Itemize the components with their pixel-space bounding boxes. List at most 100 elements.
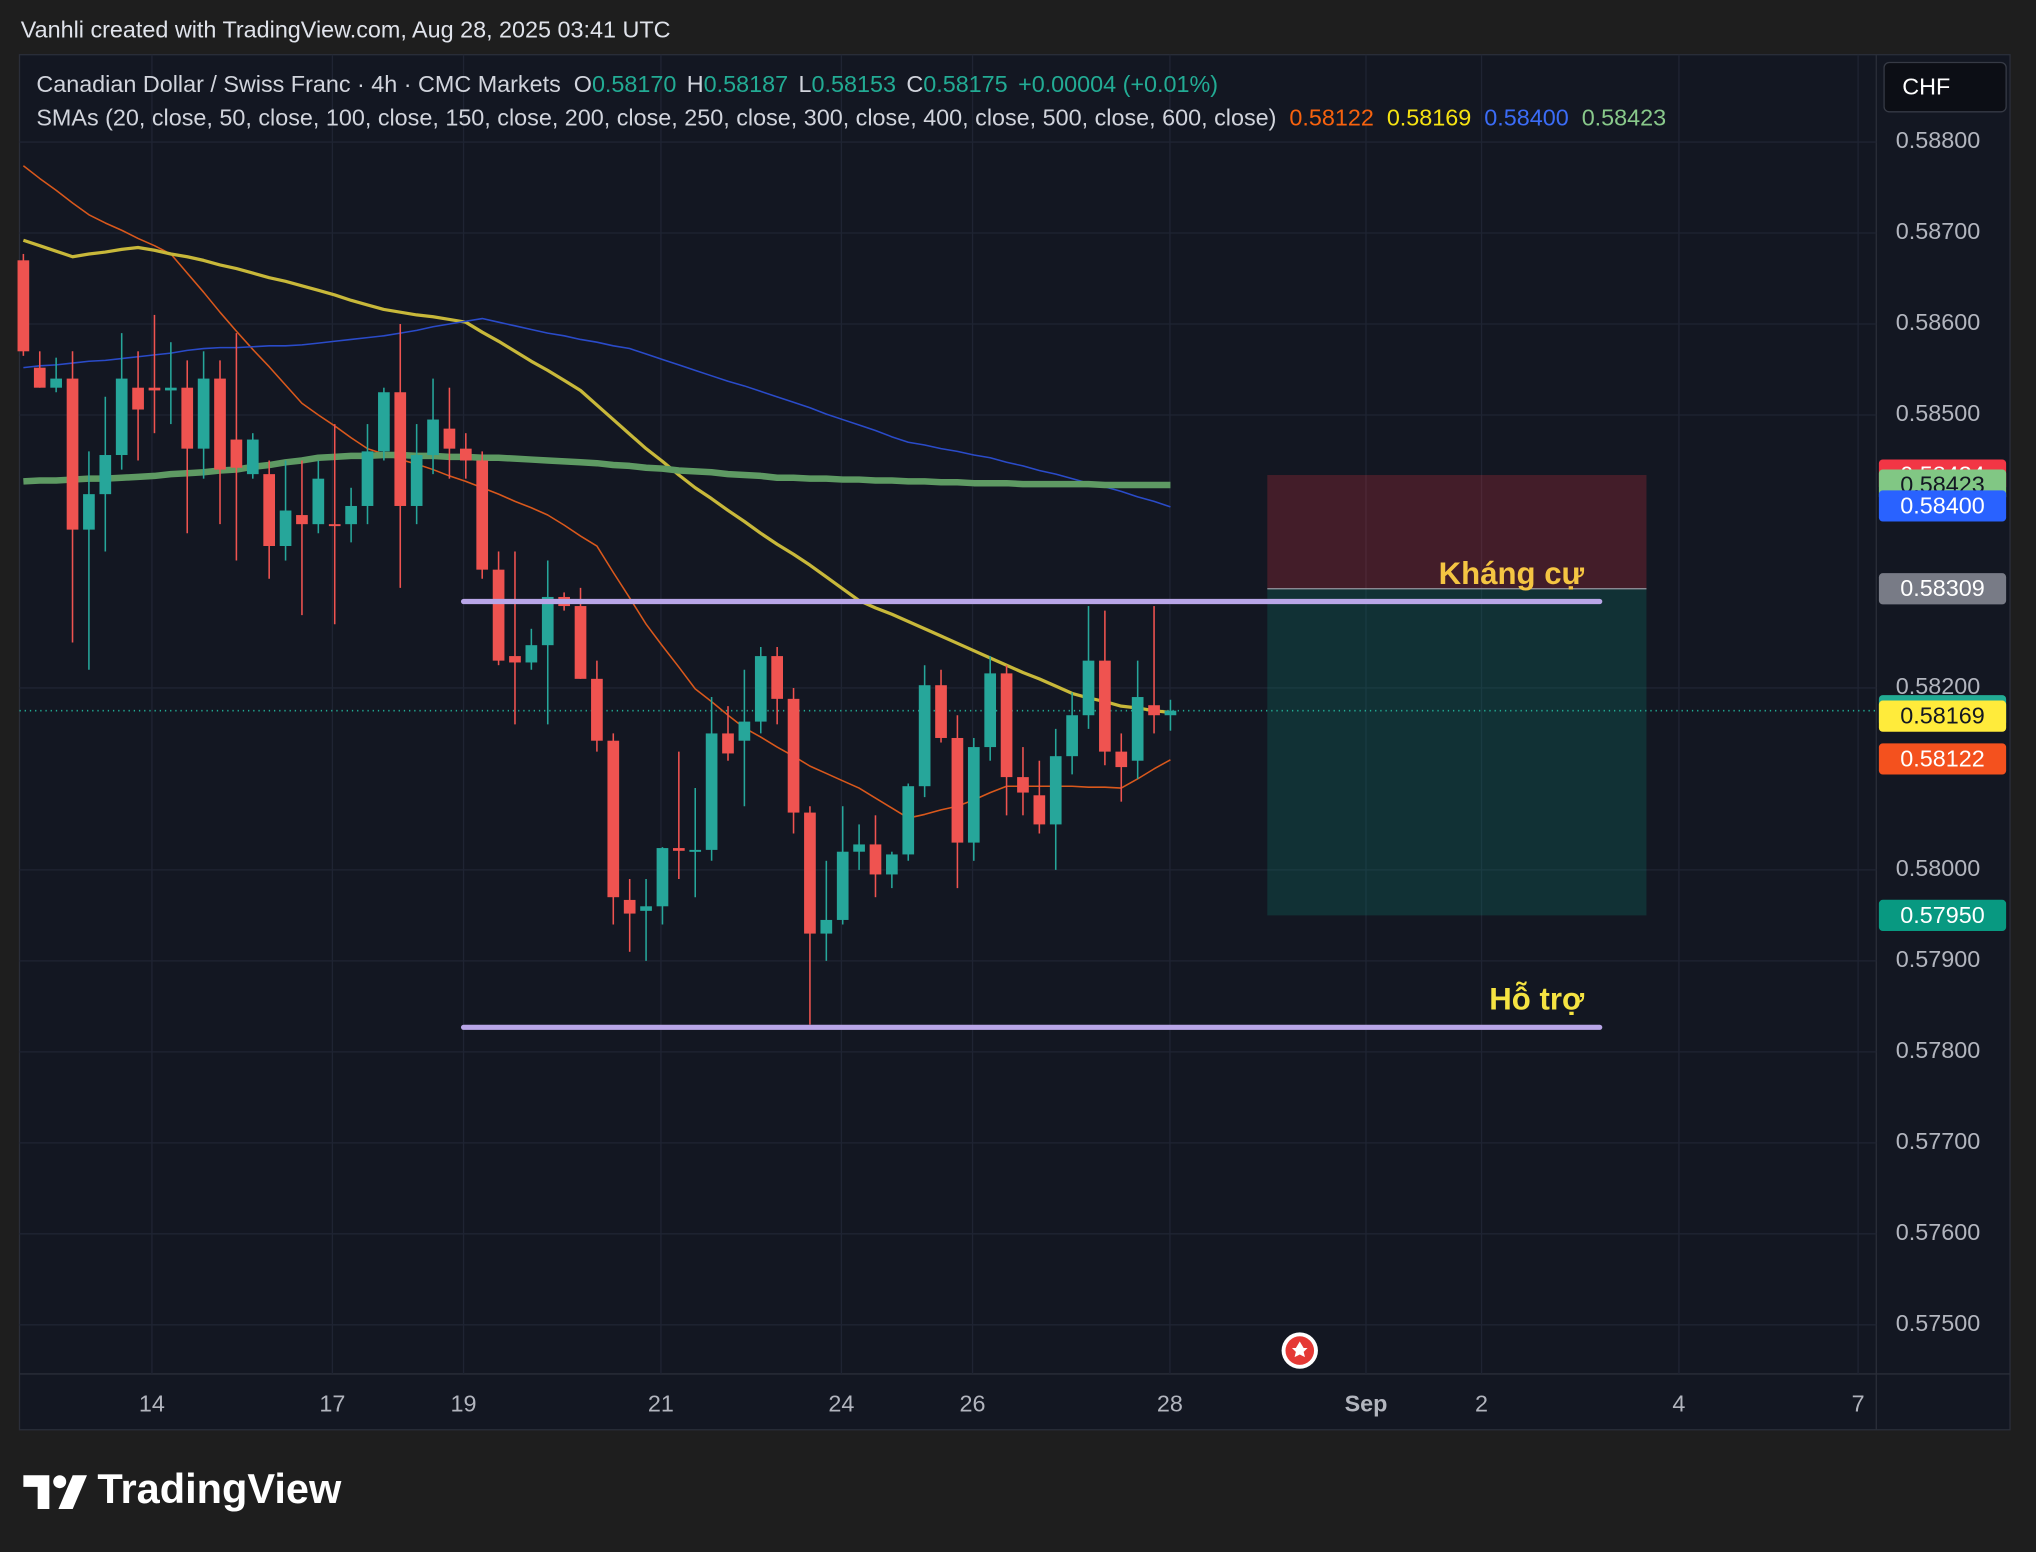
- candle-body: [17, 260, 30, 352]
- candle-body: [165, 387, 177, 391]
- candle-body: [66, 378, 79, 530]
- chart-panel: [18, 54, 2011, 1431]
- x-tick-label: 17: [319, 1390, 345, 1416]
- brand: TradingView: [97, 1465, 342, 1512]
- ohlc-value: 0.58175: [923, 71, 1007, 97]
- x-tick-label: Sep: [1345, 1390, 1388, 1416]
- legend-main: Canadian Dollar / Swiss Franc · 4h · CMC…: [36, 71, 1218, 97]
- y-tick-label: 0.57500: [1896, 1310, 1980, 1336]
- event-icon[interactable]: [1281, 1332, 1318, 1369]
- x-tick-label: 7: [1852, 1390, 1865, 1416]
- y-tick-label: 0.58700: [1896, 218, 1980, 244]
- sma-line: [23, 317, 1171, 508]
- candle-body: [476, 460, 489, 570]
- x-tick-label: 19: [451, 1390, 477, 1416]
- y-tick-label: 0.57800: [1896, 1037, 1980, 1063]
- plot: Kháng cự Hỗ trợ: [17, 165, 1877, 1030]
- price-tag-label: 0.57950: [1900, 902, 1984, 928]
- price-tag: [1878, 573, 2007, 605]
- candle-body: [705, 733, 718, 850]
- candle-body: [279, 510, 292, 547]
- x-tick-label: 4: [1672, 1390, 1685, 1416]
- x-tick-label: 26: [960, 1390, 986, 1416]
- candle-body: [541, 596, 554, 646]
- sma-line: [23, 451, 1171, 489]
- brand-logo: [23, 1475, 87, 1509]
- candle-body: [115, 378, 128, 456]
- candle-body: [1115, 751, 1128, 768]
- price-tag: [1878, 743, 2007, 775]
- candle-body: [640, 906, 652, 911]
- candle-body: [214, 378, 226, 470]
- candle-body: [33, 367, 46, 388]
- candle-body: [820, 919, 833, 934]
- ohlc-key: H: [687, 71, 704, 97]
- logo-mark: [23, 1475, 50, 1509]
- candle-body: [967, 747, 980, 843]
- candle-body: [148, 387, 161, 391]
- candle-body: [443, 428, 456, 449]
- indicator-value: 0.58122: [1289, 105, 1373, 131]
- candle-body: [1082, 660, 1095, 716]
- x-tick-label: 2: [1475, 1390, 1488, 1416]
- candle-body: [263, 474, 276, 547]
- candle-body: [804, 812, 816, 934]
- price-tag: [1878, 490, 2007, 522]
- candle-body: [1131, 697, 1144, 761]
- currency[interactable]: CHF: [1902, 74, 1950, 100]
- header: Vanhli created with TradingView.com, Aug…: [21, 16, 671, 42]
- price-tag-label: 0.58169: [1900, 703, 1984, 729]
- ohlc-key: L: [799, 71, 812, 97]
- candle-body: [1049, 756, 1062, 825]
- y-tick-label: 0.58200: [1896, 673, 1980, 699]
- candle-body: [1148, 705, 1160, 716]
- ohlc-value: 0.58153: [812, 71, 896, 97]
- event-icon-leaf[interactable]: [1291, 1341, 1308, 1358]
- y-tick-label: 0.58800: [1896, 127, 1980, 153]
- price-tag-label: 0.58309: [1900, 575, 1984, 601]
- candle-body: [787, 698, 800, 813]
- candle-body: [754, 656, 767, 722]
- candle-body: [935, 685, 947, 738]
- candle-body: [574, 606, 587, 679]
- legend-indicator: SMAs (20, close, 50, close, 100, close, …: [36, 105, 1666, 131]
- candle-body: [1000, 673, 1013, 778]
- candle-body: [50, 378, 62, 388]
- candle-body: [1099, 660, 1111, 752]
- candle-body: [83, 494, 95, 530]
- x-tick-label: 28: [1157, 1390, 1183, 1416]
- candle-body: [722, 733, 734, 754]
- level-label: Kháng cự: [1439, 556, 1585, 591]
- y-tick-label: 0.58500: [1896, 400, 1980, 426]
- candle-body: [984, 673, 997, 748]
- price-tag: [1878, 899, 2007, 931]
- candle-body: [738, 721, 751, 741]
- candle-body: [525, 645, 538, 663]
- y-tick-label: 0.58000: [1896, 855, 1980, 881]
- currency-box[interactable]: [1883, 61, 2007, 113]
- candle-body: [771, 656, 784, 699]
- candle-body: [1017, 777, 1029, 793]
- ohlc-value: 0.58170: [592, 71, 676, 97]
- candle-body: [951, 737, 964, 843]
- candle-body: [672, 848, 685, 851]
- candle-body: [492, 569, 505, 661]
- legend-change: +0.00004 (+0.01%): [1018, 71, 1218, 97]
- candle-body: [312, 478, 325, 525]
- candle-body: [623, 899, 636, 914]
- candle-body: [181, 387, 194, 449]
- y-tick-label: 0.57700: [1896, 1128, 1980, 1154]
- candle-body: [869, 844, 882, 875]
- price-tag: [1878, 700, 2007, 732]
- legend-title: Canadian Dollar / Swiss Franc · 4h · CMC…: [36, 71, 560, 97]
- candle-body: [378, 392, 390, 452]
- candle-body: [296, 515, 308, 525]
- candle-body: [99, 455, 112, 495]
- candle-body: [427, 419, 439, 456]
- y-tick-label: 0.57900: [1896, 946, 1980, 972]
- candle-body: [1164, 710, 1177, 716]
- price-tag-label: 0.58400: [1900, 492, 1984, 518]
- candle-body: [918, 685, 931, 787]
- x-tick-label: 21: [648, 1390, 674, 1416]
